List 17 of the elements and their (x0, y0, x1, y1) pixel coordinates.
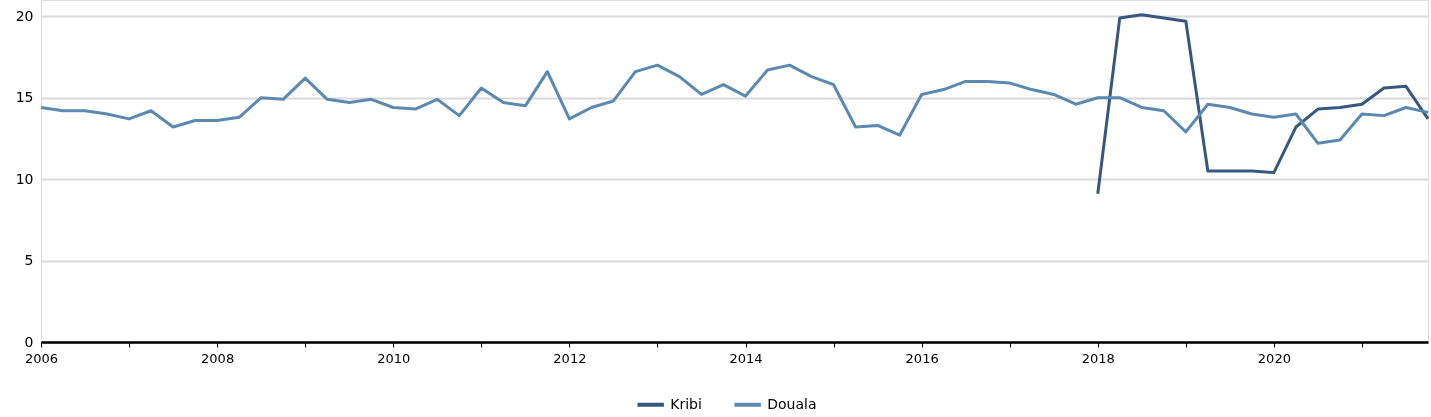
x-tick-label: 2014 (729, 350, 763, 366)
x-tick-label: 2008 (201, 350, 235, 366)
line-series (39, 63, 1430, 145)
x-tick-label: 2016 (905, 350, 939, 366)
x-tick-label: 2018 (1081, 350, 1115, 366)
x-tick-label: 2010 (377, 350, 411, 366)
y-tick-label: 5 (24, 252, 34, 269)
y-tick-label: 20 (15, 7, 34, 24)
y-tick-label: 0 (24, 333, 34, 350)
legend-label: Douala (767, 395, 817, 412)
x-tick-label: 2020 (1257, 350, 1291, 366)
x-tick-label: 2006 (24, 350, 59, 366)
legend-label: Kribi (670, 395, 702, 412)
y-tick-label: 15 (15, 89, 34, 106)
x-tick-label: 2012 (553, 350, 587, 366)
y-tick-label: 10 (15, 170, 34, 187)
line-series (1096, 13, 1430, 196)
